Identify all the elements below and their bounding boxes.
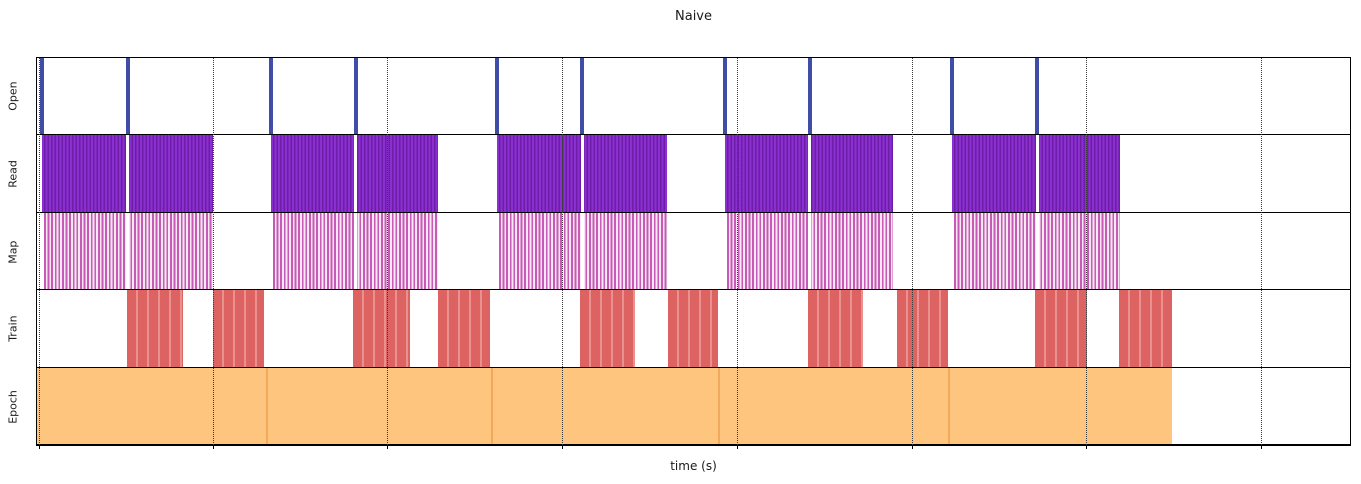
train-interval	[126, 290, 183, 367]
open-interval	[125, 58, 130, 135]
read-gap	[354, 135, 357, 212]
epoch-separator	[491, 367, 494, 444]
row-open	[37, 58, 1350, 136]
open-interval	[40, 58, 45, 135]
map-gap	[354, 212, 357, 290]
x-tick	[212, 445, 214, 449]
read-gap	[580, 135, 584, 212]
epoch-interval	[947, 367, 1173, 444]
x-tick	[911, 445, 913, 449]
row-label: Epoch	[6, 390, 20, 424]
open-interval	[353, 58, 358, 135]
x-tick	[736, 445, 738, 449]
epoch-interval	[265, 367, 492, 444]
train-interval	[212, 290, 264, 367]
x-tick	[38, 445, 40, 449]
row-map	[37, 212, 1350, 291]
row-epoch	[37, 367, 1350, 445]
open-interval	[580, 58, 585, 135]
epoch-interval	[717, 367, 948, 444]
train-interval	[1119, 290, 1173, 367]
epoch-separator	[947, 367, 950, 444]
plot-area	[36, 57, 1351, 449]
row-label: Read	[6, 159, 20, 188]
map-gap	[808, 212, 812, 290]
read-interval	[951, 135, 1121, 212]
row-read	[37, 135, 1350, 213]
x-axis-label: time (s)	[670, 459, 717, 473]
train-interval	[668, 290, 718, 367]
open-interval	[949, 58, 954, 135]
map-gap	[580, 212, 584, 290]
row-train	[37, 290, 1350, 368]
epoch-interval	[491, 367, 718, 444]
train-interval	[580, 290, 636, 367]
row-label: Train	[6, 316, 20, 343]
open-interval	[495, 58, 500, 135]
epoch-separator	[265, 367, 268, 444]
train-interval	[352, 290, 411, 367]
open-interval	[1035, 58, 1040, 135]
train-interval	[1035, 290, 1088, 367]
row-label: Map	[6, 239, 20, 264]
chart-title: Naive	[675, 9, 712, 24]
epoch-interval	[37, 367, 266, 444]
x-tick	[1261, 445, 1263, 449]
open-interval	[268, 58, 273, 135]
x-tick	[562, 445, 564, 449]
x-tick	[387, 445, 389, 449]
read-gap	[808, 135, 812, 212]
train-interval	[438, 290, 491, 367]
x-tick	[1086, 445, 1088, 449]
map-gap	[1035, 212, 1039, 290]
train-interval	[807, 290, 863, 367]
read-gap	[1035, 135, 1039, 212]
row-label: Open	[6, 81, 20, 111]
map-gap	[126, 212, 130, 290]
epoch-separator	[717, 367, 720, 444]
open-interval	[807, 58, 812, 135]
train-interval	[896, 290, 948, 367]
open-interval	[722, 58, 727, 135]
read-gap	[126, 135, 130, 212]
